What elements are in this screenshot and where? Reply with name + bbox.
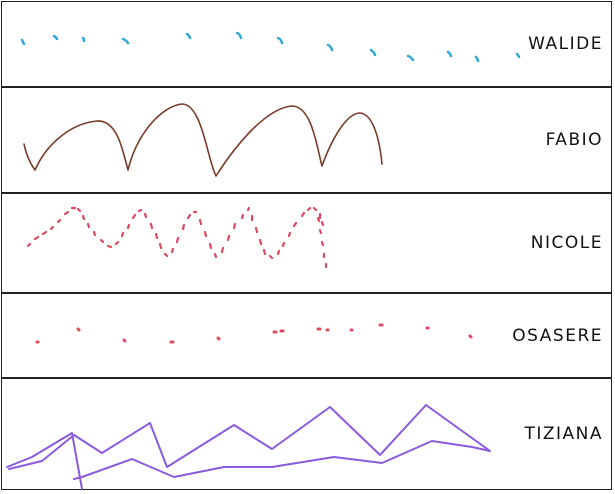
nicole-dashes <box>26 206 328 269</box>
name-label-osasere: OSASERE <box>512 325 603 346</box>
osasere-dots <box>35 323 473 344</box>
name-label-nicole: NICOLE <box>530 233 603 253</box>
name-label-walide: WALIDE <box>528 34 603 54</box>
panel-osasere: OSASERE <box>1 293 612 378</box>
name-label-fabio: FABIO <box>545 130 603 150</box>
name-label-tiziana: TIZIANA <box>524 424 603 444</box>
fabio-curve <box>23 103 383 177</box>
walide-dashes <box>20 31 521 63</box>
panel-tiziana: TIZIANA <box>1 378 612 490</box>
panel-walide: WALIDE <box>1 1 612 87</box>
panel-nicole: NICOLE <box>1 193 612 293</box>
tiziana-zigzag <box>6 404 491 490</box>
panel-fabio: FABIO <box>1 87 612 193</box>
